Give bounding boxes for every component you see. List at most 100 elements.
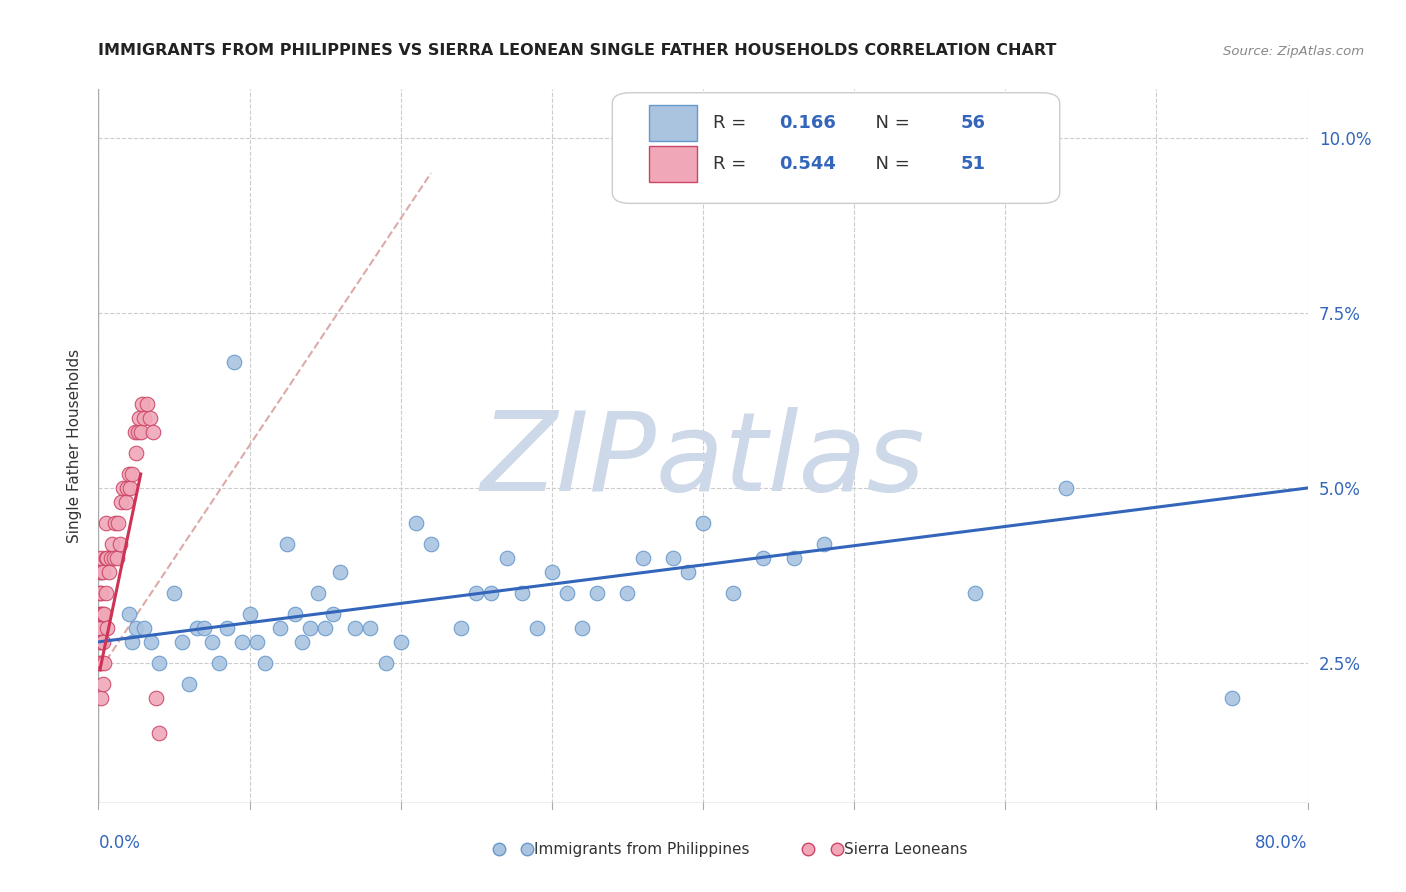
Point [121,635,143,649]
Point [186,621,208,635]
Point [89,586,111,600]
Point [89,607,111,621]
Point [124,425,146,439]
Text: 0.0%: 0.0% [98,834,141,852]
Text: Source: ZipAtlas.com: Source: ZipAtlas.com [1223,45,1364,58]
Text: IMMIGRANTS FROM PHILIPPINES VS SIERRA LEONEAN SINGLE FATHER HOUSEHOLDS CORRELATI: IMMIGRANTS FROM PHILIPPINES VS SIERRA LE… [98,43,1057,58]
Point [782,550,804,565]
Point [540,565,562,579]
Point [100,550,122,565]
Point [329,565,352,579]
Point [96,621,118,635]
Point [752,550,775,565]
Text: 51: 51 [960,155,986,173]
Text: Sierra Leoneans: Sierra Leoneans [844,842,967,856]
Point [495,550,517,565]
Point [721,586,744,600]
Point [89,635,111,649]
Point [269,621,291,635]
Point [322,607,344,621]
Point [571,621,593,635]
Text: 0.166: 0.166 [779,114,837,132]
Text: Immigrants from Philippines: Immigrants from Philippines [534,842,749,856]
Point [208,656,231,670]
Point [692,516,714,530]
Point [128,411,150,425]
Point [132,411,155,425]
Point [253,656,276,670]
Point [813,537,835,551]
Point [135,397,157,411]
Point [125,621,148,635]
Point [661,550,683,565]
Point [360,621,382,635]
Text: N =: N = [863,114,915,132]
Point [129,425,152,439]
Point [405,516,427,530]
Point [276,537,298,551]
Point [163,586,186,600]
Point [231,635,253,649]
Point [246,635,269,649]
Point [118,467,141,481]
Point [450,621,472,635]
Point [104,516,127,530]
Point [616,586,638,600]
Point [193,621,215,635]
Text: R =: R = [713,114,752,132]
FancyBboxPatch shape [648,146,697,182]
Point [132,621,155,635]
Point [89,656,111,670]
Point [215,621,238,635]
FancyBboxPatch shape [612,93,1060,203]
Text: R =: R = [713,155,752,173]
Point [141,635,163,649]
Point [93,607,115,621]
Point [108,537,131,551]
Text: 0.544: 0.544 [779,155,837,173]
Point [114,495,136,509]
Point [676,565,699,579]
Point [481,586,503,600]
Point [101,537,124,551]
Point [148,726,170,740]
Point [94,550,117,565]
Point [555,586,578,600]
Point [89,621,111,635]
Point [1220,690,1243,705]
Point [90,586,112,600]
Point [120,481,142,495]
Point [94,586,117,600]
Point [389,635,412,649]
Point [201,635,224,649]
Point [307,586,329,600]
Text: ZIPatlas: ZIPatlas [481,407,925,514]
Point [526,621,548,635]
Point [115,481,138,495]
Text: N =: N = [863,155,915,173]
Point [110,495,132,509]
Point [586,586,609,600]
Point [314,621,336,635]
Point [965,586,987,600]
Point [139,411,162,425]
Point [631,550,654,565]
Point [142,425,165,439]
Point [103,550,125,565]
Point [419,537,441,551]
Point [510,586,533,600]
Point [121,467,143,481]
Point [98,565,121,579]
Point [224,355,246,369]
Point [90,550,112,565]
Point [145,690,167,705]
Point [291,635,314,649]
Point [148,656,170,670]
Point [90,565,112,579]
Point [90,656,112,670]
FancyBboxPatch shape [648,105,697,141]
Point [1054,481,1077,495]
Point [107,516,129,530]
Point [90,690,112,705]
Point [299,621,322,635]
